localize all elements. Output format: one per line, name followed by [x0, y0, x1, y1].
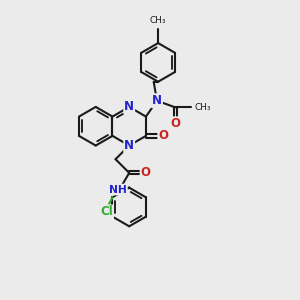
Text: NH: NH	[109, 184, 127, 195]
Text: Cl: Cl	[100, 206, 113, 218]
Text: N: N	[124, 139, 134, 152]
Text: CH₃: CH₃	[150, 16, 166, 25]
Text: N: N	[152, 94, 162, 107]
Text: N: N	[124, 100, 134, 113]
Text: CH₃: CH₃	[194, 103, 211, 112]
Text: O: O	[141, 167, 151, 179]
Text: O: O	[158, 129, 168, 142]
Text: O: O	[170, 117, 180, 130]
